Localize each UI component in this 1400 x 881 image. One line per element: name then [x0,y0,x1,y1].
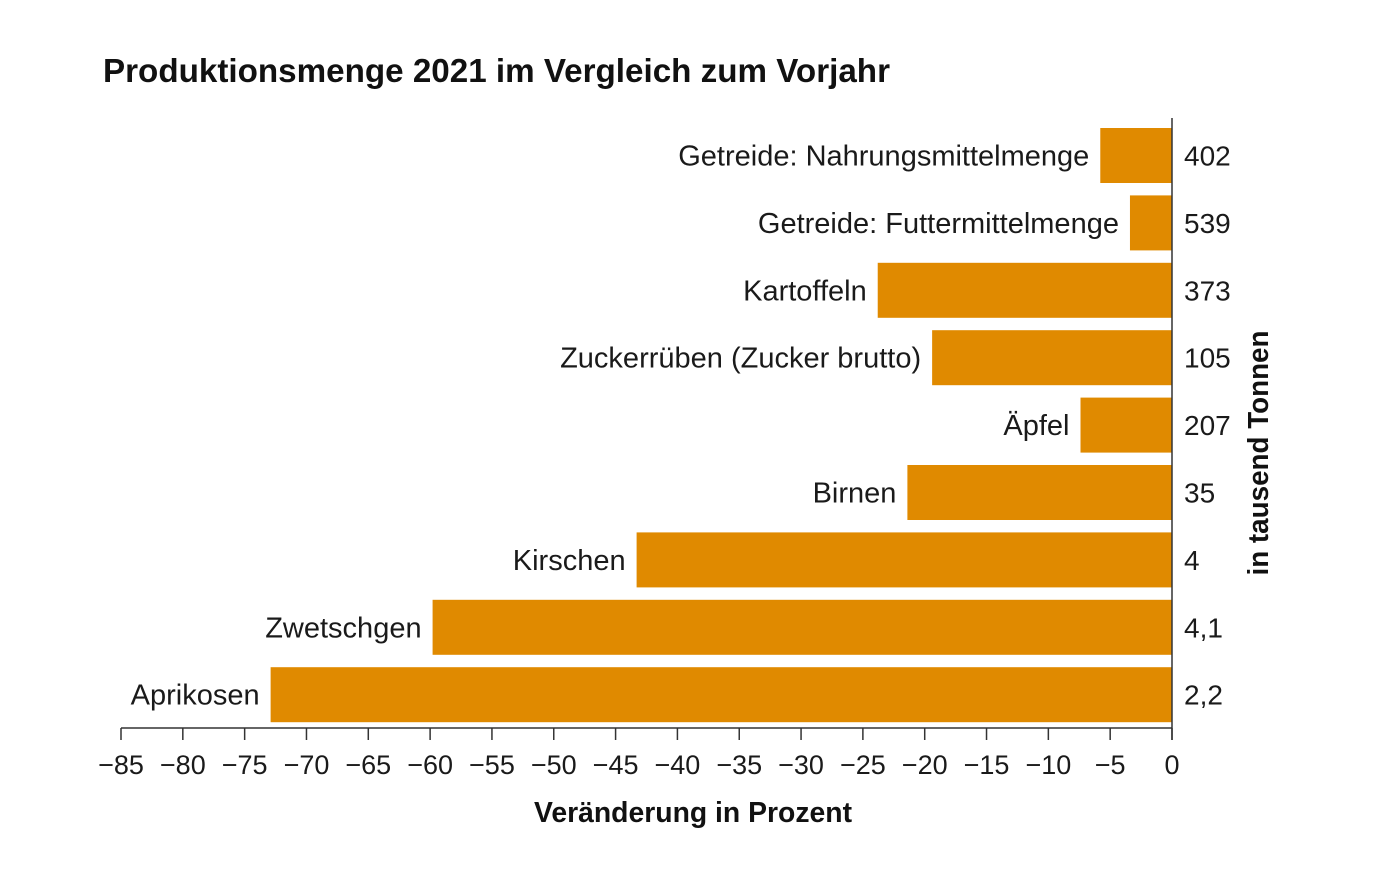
x-tick-label: 0 [1164,750,1179,780]
category-label: Zuckerrüben (Zucker brutto) [560,343,921,375]
x-tick-label: −15 [964,750,1010,780]
x-tick-label: −20 [902,750,948,780]
quantity-label: 105 [1184,343,1231,374]
x-tick-label: −65 [345,750,391,780]
x-tick-label: −55 [469,750,515,780]
x-axis-label: Veränderung in Prozent [534,797,852,829]
category-label: Kirschen [513,545,626,577]
quantity-label: 402 [1184,141,1231,172]
bar [270,667,1173,723]
x-tick-label: −30 [778,750,824,780]
x-tick-label: −70 [284,750,330,780]
bar [907,465,1172,520]
category-label: Äpfel [1003,410,1069,442]
quantity-label: 2,2 [1184,680,1223,711]
quantity-label: 4,1 [1184,612,1223,643]
category-label: Kartoffeln [743,275,867,307]
bar [1100,128,1172,183]
bar [1129,195,1172,251]
x-tick-label: −60 [407,750,453,780]
x-tick-label: −80 [160,750,206,780]
bar [932,330,1172,386]
bar [877,262,1172,318]
category-label: Aprikosen [131,680,260,712]
bar [1080,397,1172,453]
x-tick-label: −50 [531,750,577,780]
chart-title: Produktionsmenge 2021 im Vergleich zum V… [103,52,890,89]
x-tick-label: −5 [1095,750,1126,780]
quantity-label: 373 [1184,275,1231,306]
bar [636,532,1172,588]
quantity-label: 539 [1184,208,1231,239]
category-label: Birnen [813,478,897,510]
category-label: Getreide: Nahrungsmittelmenge [678,141,1089,173]
right-axis-label: in tausend Tonnen [1243,331,1275,576]
x-tick-label: −35 [716,750,762,780]
category-label: Getreide: Futtermittelmenge [758,208,1119,240]
quantity-label: 4 [1184,545,1200,576]
quantity-label: 35 [1184,478,1215,509]
bar [432,599,1172,655]
x-tick-label: −10 [1025,750,1071,780]
x-tick-label: −45 [593,750,639,780]
x-tick-label: −75 [222,750,268,780]
x-tick-label: −85 [98,750,144,780]
category-label: Zwetschgen [265,612,421,644]
quantity-label: 207 [1184,410,1231,441]
x-tick-label: −40 [655,750,701,780]
x-tick-label: −25 [840,750,886,780]
